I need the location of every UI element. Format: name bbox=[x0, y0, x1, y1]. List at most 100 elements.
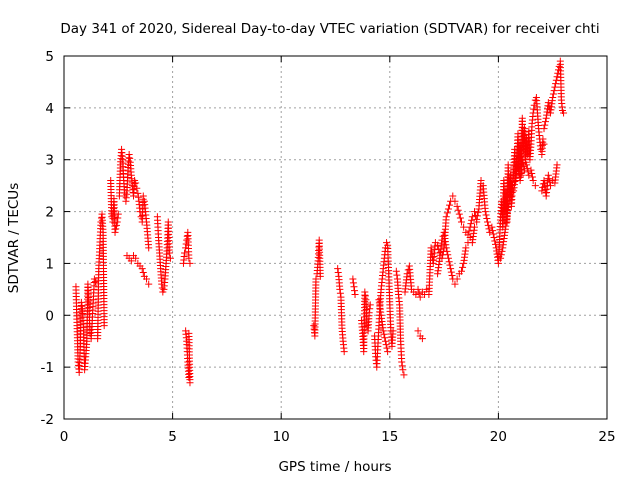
data-point bbox=[531, 182, 539, 190]
data-point bbox=[112, 225, 120, 233]
data-point bbox=[498, 247, 506, 255]
data-point bbox=[399, 366, 407, 374]
data-point bbox=[418, 335, 426, 343]
data-point bbox=[434, 241, 442, 249]
data-point bbox=[143, 275, 151, 283]
data-point bbox=[473, 218, 481, 226]
data-point bbox=[454, 206, 462, 214]
data-point bbox=[380, 330, 388, 338]
data-point bbox=[447, 268, 455, 276]
data-point bbox=[546, 178, 554, 186]
y-tick-label: 0 bbox=[45, 308, 54, 324]
data-point bbox=[527, 166, 535, 174]
data-point bbox=[134, 193, 142, 201]
grid-lines bbox=[64, 56, 607, 419]
data-point bbox=[538, 187, 546, 195]
data-point bbox=[518, 156, 526, 164]
data-point bbox=[497, 254, 505, 262]
x-tick-label: 0 bbox=[60, 429, 69, 445]
data-point bbox=[547, 182, 555, 190]
data-point bbox=[446, 261, 454, 269]
data-point bbox=[361, 288, 369, 296]
data-point bbox=[468, 213, 476, 221]
data-point bbox=[457, 267, 465, 275]
data-point bbox=[541, 121, 549, 129]
data-point bbox=[416, 293, 424, 301]
data-point bbox=[444, 254, 452, 262]
data-point bbox=[312, 275, 320, 283]
x-axis-label: GPS time / hours bbox=[278, 459, 391, 475]
data-point bbox=[381, 334, 389, 342]
data-point bbox=[113, 218, 121, 226]
data-point bbox=[490, 234, 498, 241]
data-point bbox=[484, 218, 492, 226]
axis-ticks: 0 5 10 15 20 25 -2 -1 0 1 2 3 4 5 bbox=[41, 49, 616, 445]
x-tick-label: 15 bbox=[381, 429, 398, 445]
data-point bbox=[165, 249, 173, 257]
data-point bbox=[442, 244, 450, 252]
data-point bbox=[349, 279, 357, 287]
data-point bbox=[488, 223, 496, 231]
data-point bbox=[550, 87, 558, 95]
data-point bbox=[112, 221, 120, 229]
data-point bbox=[334, 265, 342, 273]
data-point bbox=[381, 337, 389, 345]
data-point bbox=[349, 275, 357, 283]
data-point bbox=[340, 348, 348, 356]
data-point bbox=[361, 292, 369, 300]
data-point bbox=[481, 208, 489, 216]
data-point bbox=[453, 202, 461, 210]
data-point bbox=[139, 192, 147, 200]
data-point bbox=[126, 154, 134, 162]
data-point bbox=[519, 159, 527, 167]
data-point bbox=[78, 302, 86, 310]
data-point bbox=[114, 214, 122, 222]
data-point bbox=[382, 341, 390, 349]
data-point bbox=[447, 265, 455, 273]
data-point bbox=[414, 285, 422, 293]
data-point bbox=[456, 214, 464, 222]
data-point bbox=[451, 197, 459, 205]
data-point bbox=[185, 329, 193, 337]
data-point bbox=[448, 272, 456, 280]
data-point bbox=[366, 305, 374, 313]
data-point bbox=[544, 99, 552, 107]
data-point bbox=[545, 175, 553, 183]
data-point bbox=[443, 247, 451, 255]
data-point bbox=[379, 327, 387, 335]
data-point bbox=[482, 211, 490, 219]
data-point bbox=[465, 227, 473, 235]
data-point bbox=[414, 327, 422, 335]
data-point bbox=[183, 236, 191, 244]
data-point bbox=[132, 179, 140, 187]
data-point bbox=[350, 283, 358, 291]
data-point bbox=[442, 213, 450, 221]
data-point bbox=[528, 170, 536, 178]
data-point bbox=[473, 212, 481, 220]
data-point bbox=[384, 348, 392, 356]
data-point bbox=[460, 223, 468, 231]
data-point bbox=[383, 344, 391, 352]
y-tick-label: -2 bbox=[41, 412, 54, 428]
data-point bbox=[553, 73, 561, 81]
y-tick-label: 3 bbox=[45, 153, 54, 169]
data-point bbox=[100, 322, 108, 330]
data-point bbox=[132, 254, 140, 262]
data-point bbox=[134, 189, 142, 197]
data-point bbox=[77, 298, 85, 306]
data-point bbox=[471, 223, 479, 231]
data-point bbox=[560, 109, 568, 117]
data-point bbox=[393, 271, 401, 279]
data-point bbox=[520, 163, 528, 171]
data-point bbox=[415, 289, 423, 297]
data-point bbox=[455, 210, 463, 218]
data-point bbox=[125, 151, 133, 159]
data-point bbox=[351, 287, 359, 295]
data-point bbox=[398, 362, 406, 370]
data-point bbox=[127, 257, 135, 265]
data-point bbox=[512, 171, 520, 179]
data-point bbox=[471, 208, 479, 216]
data-point bbox=[453, 275, 461, 283]
data-point bbox=[336, 289, 344, 297]
